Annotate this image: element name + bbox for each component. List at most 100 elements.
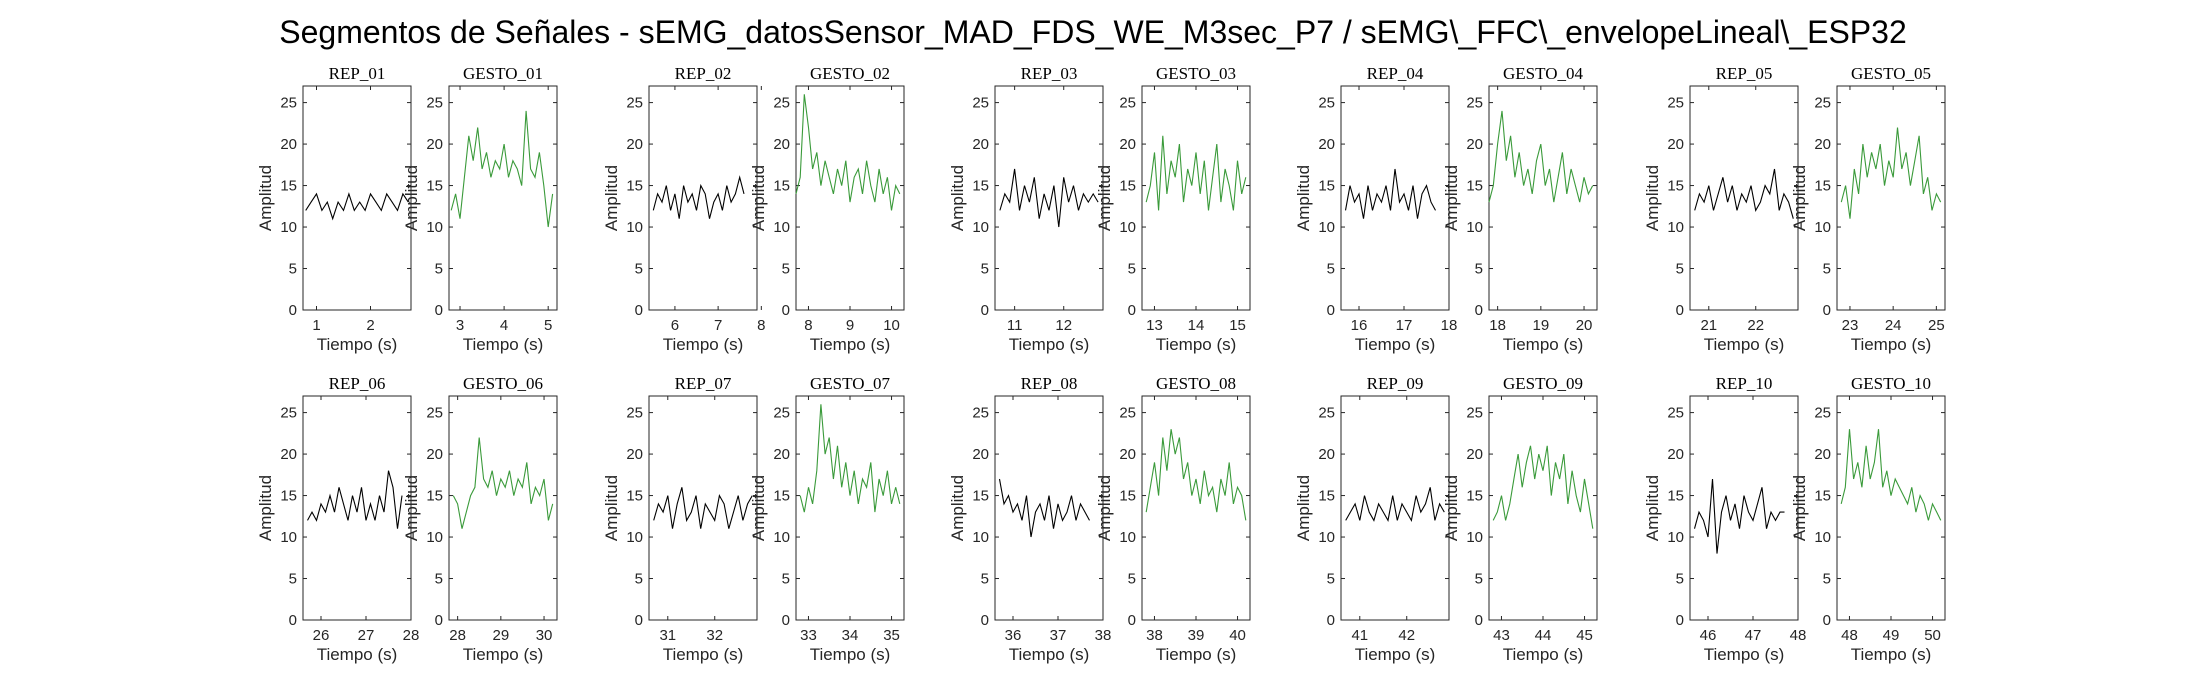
y-tick-label: 25 <box>1667 95 1684 112</box>
series-line <box>1344 168 1436 219</box>
x-tick-label: 18 <box>1441 317 1458 334</box>
x-axis-label: Tiempo (s) <box>810 645 891 664</box>
y-tick-label: 20 <box>626 136 643 153</box>
y-tick-label: 5 <box>1327 261 1335 278</box>
y-tick-label: 10 <box>1466 529 1483 546</box>
y-tick-label: 10 <box>626 219 643 236</box>
x-tick-label: 48 <box>1790 627 1807 644</box>
subplot-title: REP_02 <box>675 64 732 83</box>
y-tick-label: 15 <box>1814 488 1831 505</box>
x-axis-label: Tiempo (s) <box>463 645 544 664</box>
x-tick-label: 29 <box>492 627 509 644</box>
plot-area <box>448 85 558 311</box>
x-tick-label: 16 <box>1351 317 1368 334</box>
y-tick-label: 0 <box>981 302 989 319</box>
x-tick-label: 1 <box>312 317 320 334</box>
y-axis-label: Amplitud <box>402 165 421 231</box>
y-tick-label: 25 <box>280 95 297 112</box>
series-line <box>1492 445 1594 529</box>
plot-area <box>1141 85 1251 311</box>
y-tick-label: 10 <box>773 219 790 236</box>
x-tick-label: 32 <box>706 627 723 644</box>
y-tick-label: 15 <box>1667 488 1684 505</box>
x-tick-label: 24 <box>1885 317 1902 334</box>
x-axis-label: Tiempo (s) <box>1503 335 1584 354</box>
subplot-gesto-02: 0 5 10 15 20 25 8 9 10 GESTO_02 Tiempo (s) Amplitud <box>749 64 905 354</box>
y-axis-label: Amplitud <box>1095 165 1114 231</box>
y-tick-label: 15 <box>426 488 443 505</box>
y-tick-label: 5 <box>435 571 443 588</box>
y-tick-label: 10 <box>280 529 297 546</box>
y-tick-label: 25 <box>1466 95 1483 112</box>
x-tick-label: 31 <box>659 627 676 644</box>
x-tick-label: 45 <box>1576 627 1593 644</box>
series-line <box>1840 127 1942 219</box>
y-tick-label: 5 <box>435 261 443 278</box>
series-line <box>1488 110 1594 203</box>
y-tick-label: 15 <box>972 178 989 195</box>
y-axis-label: Amplitud <box>948 165 967 231</box>
x-tick-label: 39 <box>1188 627 1205 644</box>
y-tick-label: 25 <box>972 95 989 112</box>
y-tick-label: 20 <box>773 136 790 153</box>
y-tick-label: 15 <box>280 178 297 195</box>
subplot-gesto-09: 0 5 10 15 20 25 43 44 45 GESTO_09 Tiempo (s) Amplit… <box>1442 374 1598 664</box>
y-tick-label: 20 <box>426 136 443 153</box>
y-tick-label: 5 <box>1823 571 1831 588</box>
x-tick-label: 26 <box>313 627 330 644</box>
x-tick-label: 38 <box>1095 627 1112 644</box>
subplot-title: REP_06 <box>329 374 386 393</box>
y-tick-label: 15 <box>426 178 443 195</box>
y-tick-label: 25 <box>1318 95 1335 112</box>
y-tick-label: 0 <box>782 302 790 319</box>
x-tick-label: 33 <box>800 627 817 644</box>
series-line <box>999 168 1099 228</box>
subplot-title: REP_07 <box>675 374 732 393</box>
series-line <box>1693 478 1785 554</box>
y-tick-label: 25 <box>1318 405 1335 422</box>
y-tick-label: 20 <box>280 446 297 463</box>
y-tick-label: 10 <box>1667 529 1684 546</box>
y-tick-label: 20 <box>1667 446 1684 463</box>
plot-area <box>994 395 1104 621</box>
y-tick-label: 15 <box>773 178 790 195</box>
x-tick-label: 14 <box>1188 317 1205 334</box>
y-tick-label: 15 <box>1667 178 1684 195</box>
y-tick-label: 15 <box>1814 178 1831 195</box>
y-tick-label: 20 <box>1119 446 1136 463</box>
subplot-gesto-04: 0 5 10 15 20 25 18 19 20 GESTO_04 Tiempo (s) Amplit… <box>1442 64 1598 354</box>
y-tick-label: 20 <box>1814 136 1831 153</box>
y-tick-label: 10 <box>1814 219 1831 236</box>
y-tick-label: 15 <box>1119 178 1136 195</box>
x-tick-label: 35 <box>883 627 900 644</box>
y-tick-label: 5 <box>1128 261 1136 278</box>
y-tick-label: 15 <box>626 488 643 505</box>
y-tick-label: 25 <box>626 95 643 112</box>
y-tick-label: 10 <box>1318 219 1335 236</box>
figure-title: Segmentos de Señales - sEMG_datosSensor_… <box>279 14 1906 50</box>
x-axis-label: Tiempo (s) <box>463 335 544 354</box>
y-tick-label: 0 <box>1823 612 1831 629</box>
y-tick-label: 20 <box>773 446 790 463</box>
y-tick-label: 5 <box>981 571 989 588</box>
y-tick-label: 25 <box>426 95 443 112</box>
subplot-title: REP_03 <box>1021 64 1078 83</box>
y-tick-label: 15 <box>1119 488 1136 505</box>
x-axis-label: Tiempo (s) <box>1704 645 1785 664</box>
y-tick-label: 5 <box>635 261 643 278</box>
y-tick-label: 20 <box>426 446 443 463</box>
x-axis-label: Tiempo (s) <box>1156 335 1237 354</box>
subplot-gesto-01: 0 5 10 15 20 25 3 4 5 GESTO_01 Tiempo (s) Amplitud <box>402 64 558 354</box>
x-axis-label: Tiempo (s) <box>1851 335 1932 354</box>
x-tick-label: 13 <box>1146 317 1163 334</box>
y-axis-label: Amplitud <box>1790 165 1809 231</box>
x-axis-label: Tiempo (s) <box>317 335 398 354</box>
x-tick-label: 44 <box>1535 627 1552 644</box>
x-axis-label: Tiempo (s) <box>1009 645 1090 664</box>
y-tick-label: 10 <box>280 219 297 236</box>
y-axis-label: Amplitud <box>256 475 275 541</box>
y-tick-label: 25 <box>773 95 790 112</box>
y-tick-label: 0 <box>1823 302 1831 319</box>
y-axis-label: Amplitud <box>1095 475 1114 541</box>
